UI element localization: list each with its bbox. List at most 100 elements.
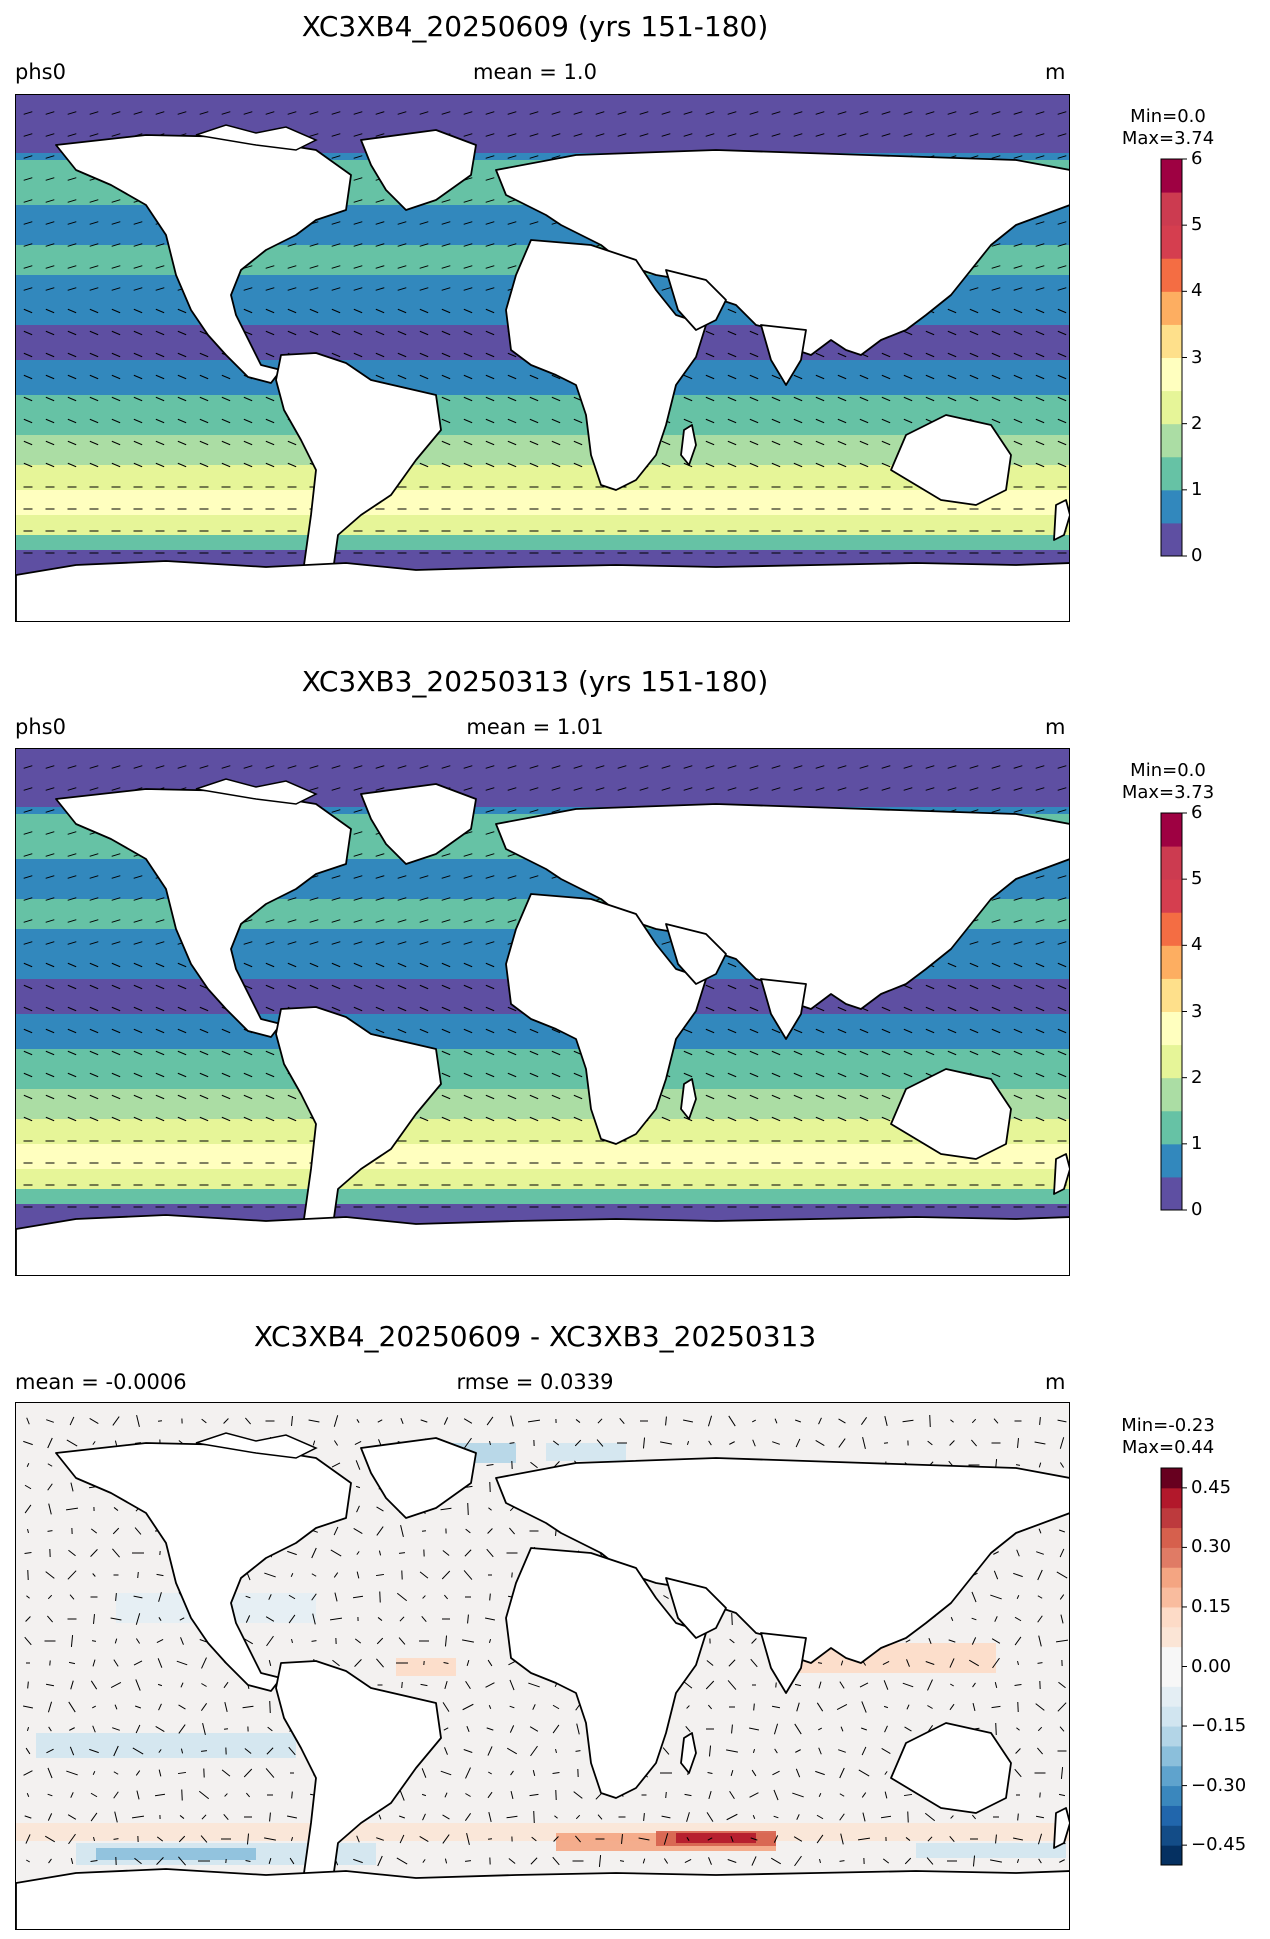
colorbar-segment	[1161, 159, 1182, 193]
landmass-arabia	[665, 1577, 727, 1639]
colorbar-segment	[1161, 1587, 1182, 1608]
landmass-south-america	[275, 1006, 442, 1245]
colorbar-tick-label: 0.45	[1191, 1476, 1232, 1498]
landmass-arctic-islands	[195, 1432, 318, 1459]
landmass-arabia	[665, 923, 727, 985]
panel1-colorbar	[1160, 158, 1187, 557]
colorbar-segment	[1161, 489, 1182, 524]
colorbar-segment	[1161, 1044, 1182, 1079]
colorbar-tick-label: 6	[1191, 148, 1203, 169]
colorbar-tick-label: 4	[1191, 280, 1203, 302]
colorbar-segment	[1161, 1011, 1182, 1046]
panel3-mean-label: mean = -0.0006	[15, 1370, 187, 1394]
panel2-mean-label: mean = 1.01	[466, 715, 604, 739]
colorbar-segment	[1161, 1110, 1182, 1145]
landmass-australia	[890, 414, 1012, 506]
panel1-mean-label: mean = 1.0	[473, 60, 597, 84]
colorbar-segment	[1161, 1567, 1182, 1588]
colorbar-segment	[1161, 879, 1182, 913]
colorbar-segment	[1161, 1646, 1182, 1667]
colorbar-segment	[1161, 1666, 1182, 1687]
landmass-madagascar	[680, 1732, 697, 1774]
panel3-min-label: Min=-0.23	[1121, 1415, 1215, 1436]
colorbar-segment	[1161, 1845, 1182, 1866]
colorbar-tick-label: 0.30	[1191, 1536, 1232, 1558]
colorbar-tick-label: 4	[1191, 934, 1203, 956]
colorbar-tick-label: 1	[1191, 1132, 1203, 1154]
panel2-max-label: Max=3.73	[1121, 782, 1215, 803]
colorbar-segment	[1161, 912, 1182, 946]
landmass-north-america	[55, 1442, 352, 1692]
colorbar-tick-label: 5	[1191, 214, 1203, 236]
landmass-europe-asia	[495, 803, 1069, 1010]
landmass-greenland	[360, 783, 477, 865]
landmass-europe-asia	[495, 149, 1069, 356]
colorbar-segment	[1161, 258, 1182, 292]
colorbar-tick-label: 1	[1191, 478, 1203, 500]
colorbar-tick-label: −0.30	[1191, 1774, 1247, 1796]
colorbar-segment	[1161, 813, 1182, 847]
landmass-south-america	[275, 1660, 442, 1899]
colorbar-segment	[1161, 1726, 1182, 1747]
landmass-arctic-islands	[195, 778, 318, 805]
colorbar-tick-label: 0.00	[1191, 1655, 1232, 1677]
landmass-antarctica	[16, 1214, 1069, 1275]
colorbar-tick-label: 0	[1191, 545, 1203, 566]
landmass-arctic-islands	[195, 124, 318, 151]
panel3-colorbar	[1160, 1467, 1187, 1866]
colorbar-tick-label: 3	[1191, 1000, 1203, 1022]
colorbar-segment	[1161, 192, 1182, 226]
panel3-title: XC3XB4_20250609 - XC3XB3_20250313	[253, 1320, 817, 1353]
panel3-rmse-label: rmse = 0.0339	[456, 1370, 614, 1394]
colorbar-segment	[1161, 291, 1182, 325]
landmass-greenland	[360, 1437, 477, 1519]
colorbar-segment	[1161, 1468, 1182, 1489]
panel2-colorbar	[1160, 812, 1187, 1211]
colorbar-segment	[1161, 1825, 1182, 1846]
panel2-map	[15, 748, 1070, 1276]
landmass-australia	[890, 1722, 1012, 1814]
panel2-unit-label: m	[1045, 715, 1066, 739]
colorbar-tick-label: −0.15	[1191, 1715, 1247, 1737]
colorbar-tick-label: 5	[1191, 868, 1203, 890]
colorbar-segment	[1161, 1606, 1182, 1628]
colorbar-segment	[1161, 846, 1182, 880]
colorbar-segment	[1161, 324, 1182, 358]
panel2-title: XC3XB3_20250313 (yrs 151-180)	[301, 665, 769, 698]
panel3-max-label: Max=0.44	[1121, 1437, 1215, 1458]
landmass-india	[760, 978, 807, 1040]
colorbar-segment	[1161, 1143, 1182, 1178]
colorbar-segment	[1161, 1487, 1182, 1509]
landmass-madagascar	[680, 1078, 697, 1120]
colorbar-tick-label: 0	[1191, 1199, 1203, 1220]
colorbar-tick-label: 6	[1191, 802, 1203, 823]
panel2-variable-label: phs0	[15, 715, 66, 739]
colorbar-segment	[1161, 1626, 1182, 1648]
landmass-africa	[505, 893, 707, 1145]
colorbar-segment	[1161, 357, 1182, 392]
landmass-new-zealand	[1053, 1807, 1069, 1849]
landmass-india	[760, 1632, 807, 1694]
landmass-india	[760, 324, 807, 386]
panel1-max-label: Max=3.74	[1121, 128, 1215, 149]
colorbar-tick-label: 2	[1191, 412, 1203, 434]
colorbar-segment	[1161, 1527, 1182, 1548]
colorbar-segment	[1161, 225, 1182, 259]
landmass-new-zealand	[1053, 1153, 1069, 1195]
landmass-new-zealand	[1053, 499, 1069, 541]
panel1-variable-label: phs0	[15, 60, 66, 84]
colorbar-segment	[1161, 1507, 1182, 1529]
colorbar-segment	[1161, 1745, 1182, 1767]
landmass-north-america	[55, 788, 352, 1038]
landmass-greenland	[360, 129, 477, 211]
colorbar-segment	[1161, 1547, 1182, 1568]
panel1-unit-label: m	[1045, 60, 1066, 84]
colorbar-segment	[1161, 1176, 1182, 1211]
landmass-africa	[505, 239, 707, 491]
colorbar-tick-label: 0.15	[1191, 1595, 1232, 1617]
colorbar-tick-label: 3	[1191, 346, 1203, 368]
panel3-unit-label: m	[1045, 1370, 1066, 1394]
colorbar-segment	[1161, 1706, 1182, 1727]
colorbar-segment	[1161, 522, 1182, 557]
colorbar-tick-label: 2	[1191, 1066, 1203, 1088]
